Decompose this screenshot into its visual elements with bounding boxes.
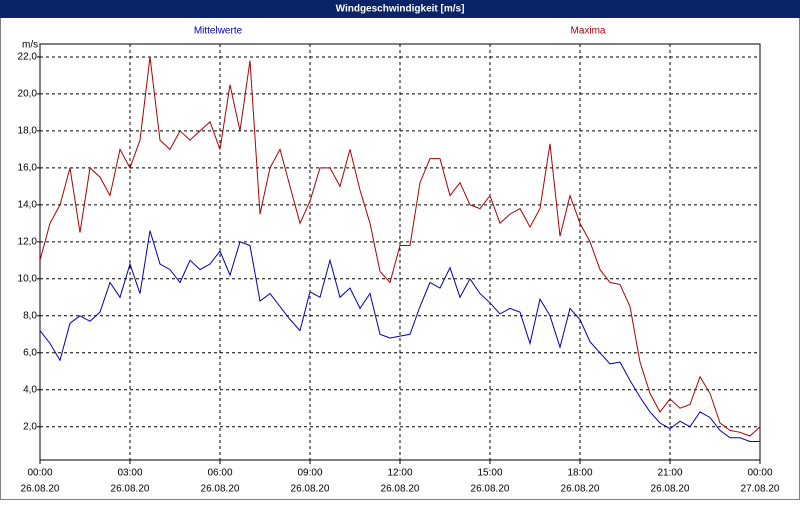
x-tick-label: 18:00	[567, 468, 592, 479]
x-tick-date: 26.08.20	[291, 484, 330, 495]
series-line	[39, 56, 761, 437]
x-tick-date: 26.08.20	[21, 484, 60, 495]
x-tick-label: 00:00	[747, 468, 772, 479]
x-tick-date: 26.08.20	[381, 484, 420, 495]
x-tick-date: 27.08.20	[741, 484, 780, 495]
y-tick-label: 10,0	[18, 273, 38, 284]
x-tick-label: 09:00	[297, 468, 322, 479]
y-tick-label: 16,0	[18, 163, 38, 174]
legend-entry: Mittelwerte	[194, 26, 243, 37]
y-tick-label: 18,0	[18, 126, 38, 137]
x-tick-date: 26.08.20	[471, 484, 510, 495]
x-tick-label: 12:00	[387, 468, 412, 479]
x-tick-label: 03:00	[117, 468, 142, 479]
y-tick-label: 12,0	[18, 236, 38, 247]
x-tick-date: 26.08.20	[561, 484, 600, 495]
y-axis-label: m/s	[22, 40, 38, 51]
legend-entry: Maxima	[570, 26, 605, 37]
x-tick-label: 21:00	[657, 468, 682, 479]
y-tick-label: 20,0	[18, 89, 38, 100]
x-tick-label: 06:00	[207, 468, 232, 479]
title-bar	[0, 0, 800, 18]
x-tick-date: 26.08.20	[651, 484, 690, 495]
y-tick-label: 6,0	[23, 347, 37, 358]
x-tick-date: 26.08.20	[111, 484, 150, 495]
y-tick-label: 22,0	[18, 52, 38, 63]
y-tick-label: 14,0	[18, 199, 38, 210]
series-line	[39, 230, 760, 442]
x-tick-label: 00:00	[27, 468, 52, 479]
y-tick-label: 8,0	[23, 310, 37, 321]
x-tick-label: 15:00	[477, 468, 502, 479]
x-tick-date: 26.08.20	[201, 484, 240, 495]
chart-title: Windgeschwindigkeit [m/s]	[336, 4, 465, 15]
y-tick-label: 4,0	[23, 384, 37, 395]
y-tick-label: 2,0	[23, 421, 37, 432]
